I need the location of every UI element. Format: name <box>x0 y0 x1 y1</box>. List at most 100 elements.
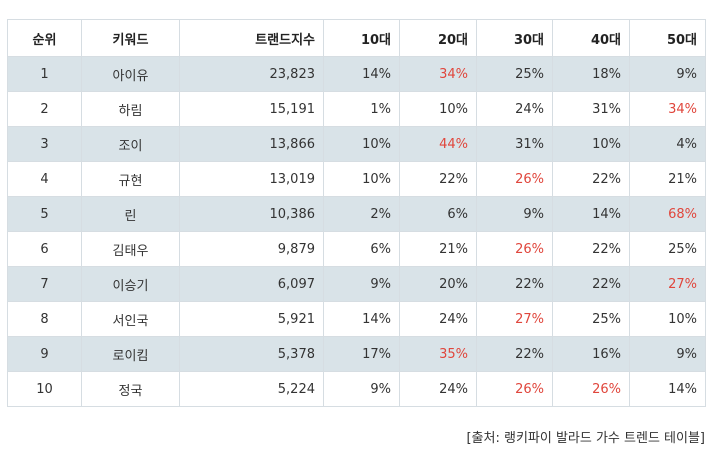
table-row: 3 조이 13,866 10% 44% 31% 10% 4% <box>7 126 706 162</box>
cell-age-10s: 9% <box>323 371 400 407</box>
cell-rank: 1 <box>7 56 82 92</box>
cell-age-10s: 17% <box>323 336 400 372</box>
cell-age-20s: 6% <box>399 196 477 232</box>
table-row: 9 로이킴 5,378 17% 35% 22% 16% 9% <box>7 336 706 372</box>
cell-age-40s: 22% <box>552 231 630 267</box>
table-row: 5 린 10,386 2% 6% 9% 14% 68% <box>7 196 706 232</box>
cell-age-20s: 44% <box>399 126 477 162</box>
cell-age-50s: 9% <box>629 56 706 92</box>
header-age-30s: 30대 <box>476 19 553 57</box>
cell-trend-index: 15,191 <box>179 91 324 127</box>
cell-keyword: 로이킴 <box>81 336 180 372</box>
cell-keyword: 하림 <box>81 91 180 127</box>
cell-age-20s: 34% <box>399 56 477 92</box>
cell-age-50s: 10% <box>629 301 706 337</box>
cell-age-50s: 25% <box>629 231 706 267</box>
cell-keyword: 규현 <box>81 161 180 197</box>
cell-age-10s: 10% <box>323 126 400 162</box>
cell-age-10s: 9% <box>323 266 400 302</box>
cell-age-10s: 6% <box>323 231 400 267</box>
cell-age-30s: 27% <box>476 301 553 337</box>
table-row: 10 정국 5,224 9% 24% 26% 26% 14% <box>7 371 706 407</box>
table-row: 4 규현 13,019 10% 22% 26% 22% 21% <box>7 161 706 197</box>
table-row: 6 김태우 9,879 6% 21% 26% 22% 25% <box>7 231 706 267</box>
cell-trend-index: 5,224 <box>179 371 324 407</box>
cell-age-10s: 14% <box>323 301 400 337</box>
trend-table-container: 순위 키워드 트랜드지수 10대 20대 30대 40대 50대 1 아이유 23,… <box>7 19 706 407</box>
table-row: 7 이승기 6,097 9% 20% 22% 22% 27% <box>7 266 706 302</box>
cell-trend-index: 9,879 <box>179 231 324 267</box>
cell-age-10s: 1% <box>323 91 400 127</box>
cell-age-40s: 16% <box>552 336 630 372</box>
cell-age-50s: 34% <box>629 91 706 127</box>
cell-rank: 9 <box>7 336 82 372</box>
cell-trend-index: 5,921 <box>179 301 324 337</box>
table-row: 1 아이유 23,823 14% 34% 25% 18% 9% <box>7 56 706 92</box>
cell-age-20s: 35% <box>399 336 477 372</box>
cell-age-30s: 25% <box>476 56 553 92</box>
cell-age-10s: 10% <box>323 161 400 197</box>
cell-trend-index: 5,378 <box>179 336 324 372</box>
cell-age-30s: 22% <box>476 266 553 302</box>
cell-age-30s: 24% <box>476 91 553 127</box>
cell-age-40s: 18% <box>552 56 630 92</box>
table-body: 1 아이유 23,823 14% 34% 25% 18% 9% 2 하림 15,191 1% 10% 24… <box>7 56 706 407</box>
cell-trend-index: 13,866 <box>179 126 324 162</box>
header-age-40s: 40대 <box>552 19 630 57</box>
cell-age-20s: 20% <box>399 266 477 302</box>
header-trend-index: 트랜드지수 <box>179 19 324 57</box>
cell-keyword: 아이유 <box>81 56 180 92</box>
cell-age-20s: 21% <box>399 231 477 267</box>
cell-age-40s: 14% <box>552 196 630 232</box>
header-rank: 순위 <box>7 19 82 57</box>
cell-rank: 10 <box>7 371 82 407</box>
cell-age-30s: 22% <box>476 336 553 372</box>
header-age-10s: 10대 <box>323 19 400 57</box>
cell-age-20s: 22% <box>399 161 477 197</box>
cell-trend-index: 23,823 <box>179 56 324 92</box>
cell-age-10s: 2% <box>323 196 400 232</box>
cell-rank: 5 <box>7 196 82 232</box>
cell-age-20s: 24% <box>399 301 477 337</box>
cell-keyword: 조이 <box>81 126 180 162</box>
cell-age-50s: 4% <box>629 126 706 162</box>
header-age-20s: 20대 <box>399 19 477 57</box>
cell-rank: 8 <box>7 301 82 337</box>
cell-age-40s: 26% <box>552 371 630 407</box>
header-age-50s: 50대 <box>629 19 706 57</box>
cell-keyword: 린 <box>81 196 180 232</box>
cell-age-50s: 14% <box>629 371 706 407</box>
cell-rank: 4 <box>7 161 82 197</box>
cell-age-40s: 22% <box>552 266 630 302</box>
cell-age-30s: 31% <box>476 126 553 162</box>
cell-keyword: 김태우 <box>81 231 180 267</box>
cell-trend-index: 13,019 <box>179 161 324 197</box>
cell-keyword: 이승기 <box>81 266 180 302</box>
cell-age-40s: 22% <box>552 161 630 197</box>
cell-age-40s: 25% <box>552 301 630 337</box>
cell-age-40s: 31% <box>552 91 630 127</box>
cell-age-30s: 9% <box>476 196 553 232</box>
cell-age-10s: 14% <box>323 56 400 92</box>
cell-age-30s: 26% <box>476 161 553 197</box>
cell-trend-index: 6,097 <box>179 266 324 302</box>
trend-table: 순위 키워드 트랜드지수 10대 20대 30대 40대 50대 1 아이유 23,… <box>7 19 706 407</box>
table-header-row: 순위 키워드 트랜드지수 10대 20대 30대 40대 50대 <box>7 19 706 57</box>
cell-keyword: 서인국 <box>81 301 180 337</box>
cell-age-20s: 24% <box>399 371 477 407</box>
header-keyword: 키워드 <box>81 19 180 57</box>
cell-age-50s: 27% <box>629 266 706 302</box>
cell-age-50s: 9% <box>629 336 706 372</box>
cell-age-30s: 26% <box>476 371 553 407</box>
cell-age-50s: 21% <box>629 161 706 197</box>
cell-rank: 2 <box>7 91 82 127</box>
cell-rank: 7 <box>7 266 82 302</box>
cell-rank: 3 <box>7 126 82 162</box>
cell-age-50s: 68% <box>629 196 706 232</box>
cell-age-40s: 10% <box>552 126 630 162</box>
cell-trend-index: 10,386 <box>179 196 324 232</box>
table-row: 8 서인국 5,921 14% 24% 27% 25% 10% <box>7 301 706 337</box>
cell-rank: 6 <box>7 231 82 267</box>
source-caption: [출처: 랭키파이 발라드 가수 트렌드 테이블] <box>466 431 705 446</box>
cell-age-30s: 26% <box>476 231 553 267</box>
